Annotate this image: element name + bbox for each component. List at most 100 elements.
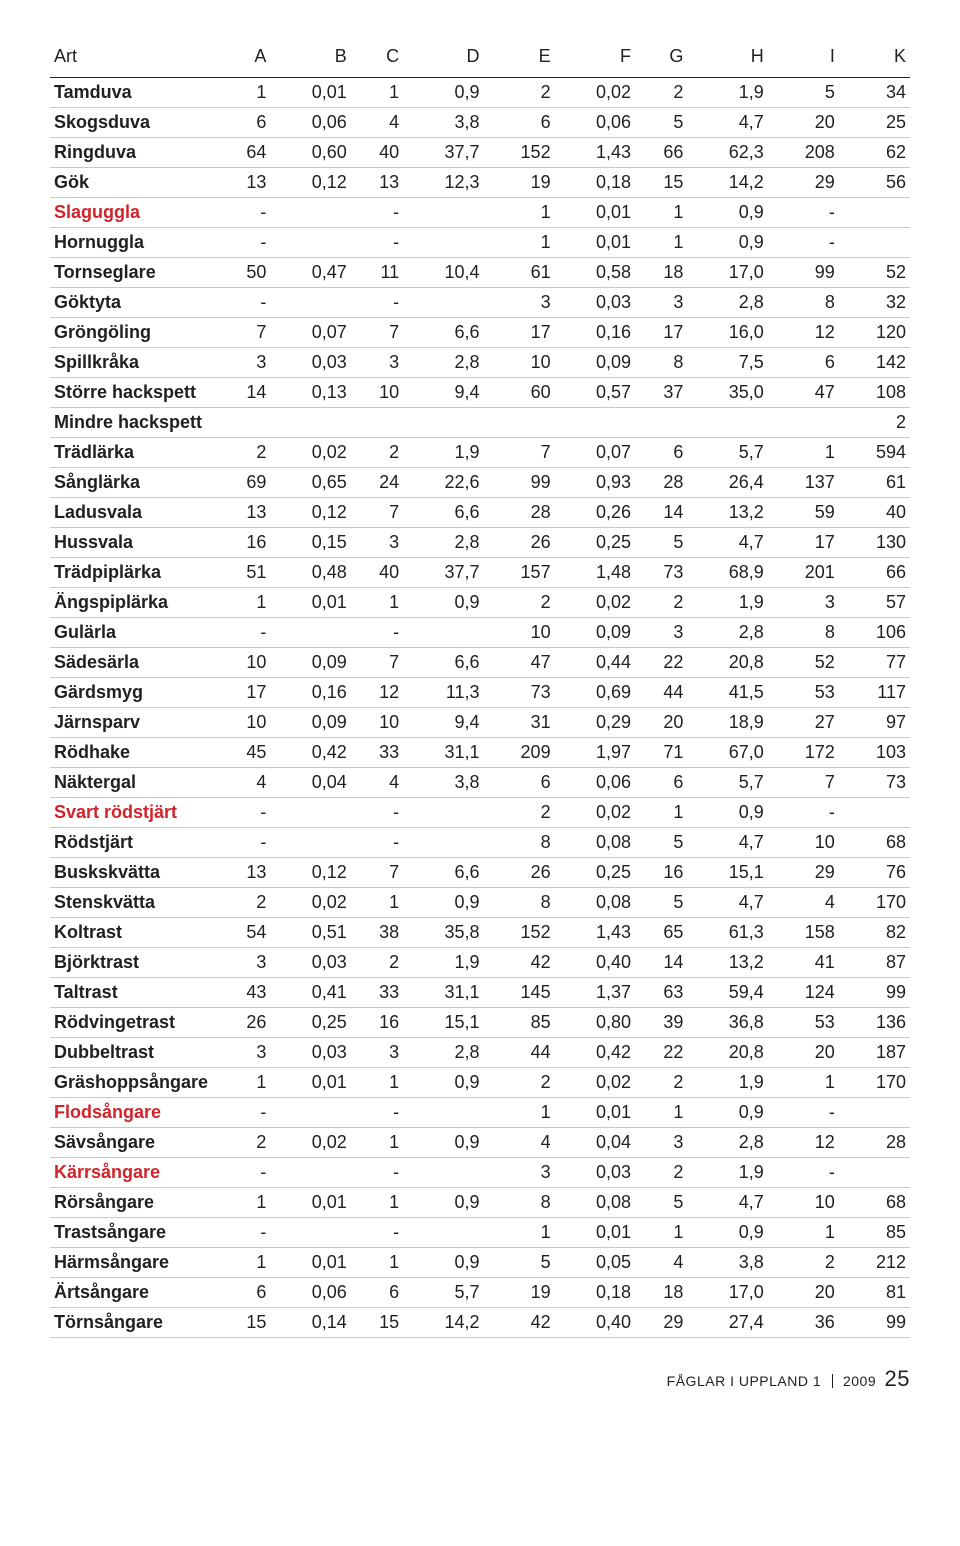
species-name: Dubbeltrast [50,1038,218,1068]
cell-value: 36 [768,1308,839,1338]
cell-value: 60 [484,378,555,408]
cell-value: 0,16 [270,678,350,708]
cell-value: 20 [768,108,839,138]
cell-value [270,288,350,318]
cell-value: 2 [351,948,403,978]
cell-value: 0,04 [555,1128,635,1158]
species-name: Spillkråka [50,348,218,378]
cell-value: 56 [839,168,910,198]
species-name: Järnsparv [50,708,218,738]
cell-value [403,1098,483,1128]
cell-value: 14 [218,378,270,408]
table-row: Buskskvätta130,1276,6260,251615,12976 [50,858,910,888]
cell-value: 22,6 [403,468,483,498]
cell-value: 0,08 [555,888,635,918]
cell-value: 38 [351,918,403,948]
cell-value: 1 [218,1188,270,1218]
cell-value: 6 [218,1278,270,1308]
species-name: Gulärla [50,618,218,648]
table-row: Mindre hackspett2 [50,408,910,438]
footer-year: 2009 [843,1373,876,1389]
cell-value: 7 [351,858,403,888]
table-row: Koltrast540,513835,81521,436561,315882 [50,918,910,948]
cell-value: 20 [635,708,687,738]
cell-value: 40 [351,138,403,168]
footer-page: 25 [885,1366,910,1391]
col-header-art: Art [50,40,218,78]
cell-value: 0,06 [270,108,350,138]
cell-value: 41 [768,948,839,978]
cell-value: 0,9 [687,1218,767,1248]
cell-value: 0,14 [270,1308,350,1338]
cell-value: 1 [351,1188,403,1218]
cell-value: 170 [839,1068,910,1098]
table-row: Näktergal40,0443,860,0665,7773 [50,768,910,798]
cell-value: 2,8 [687,618,767,648]
cell-value: 6 [484,768,555,798]
cell-value: 152 [484,918,555,948]
cell-value: 14,2 [687,168,767,198]
cell-value: 10,4 [403,258,483,288]
cell-value: 4 [635,1248,687,1278]
cell-value: 0,01 [555,228,635,258]
cell-value: 3 [635,288,687,318]
cell-value: 0,05 [555,1248,635,1278]
species-name: Göktyta [50,288,218,318]
cell-value: 69 [218,468,270,498]
cell-value: - [351,1098,403,1128]
species-name: Rödhake [50,738,218,768]
cell-value: 17,0 [687,1278,767,1308]
cell-value: 57 [839,588,910,618]
cell-value: 1 [351,78,403,108]
table-row: Större hackspett140,13109,4600,573735,04… [50,378,910,408]
cell-value [270,1098,350,1128]
cell-value: 0,9 [403,1128,483,1158]
cell-value: 0,9 [687,198,767,228]
cell-value [270,798,350,828]
cell-value: 0,9 [687,228,767,258]
cell-value: - [351,618,403,648]
col-header-a: A [218,40,270,78]
species-name: Tornseglare [50,258,218,288]
cell-value: 47 [768,378,839,408]
footer-issue: 1 [813,1373,821,1389]
cell-value: 10 [484,618,555,648]
cell-value: 4 [351,768,403,798]
cell-value: 12 [351,678,403,708]
cell-value: 158 [768,918,839,948]
cell-value: 31,1 [403,738,483,768]
cell-value [839,1158,910,1188]
table-row: Gröngöling70,0776,6170,161716,012120 [50,318,910,348]
cell-value: 5 [635,828,687,858]
cell-value: 10 [218,648,270,678]
cell-value [270,1158,350,1188]
cell-value: - [768,228,839,258]
cell-value: - [218,1218,270,1248]
cell-value: 5 [484,1248,555,1278]
cell-value: 59 [768,498,839,528]
cell-value: - [218,1158,270,1188]
species-name: Ängspiplärka [50,588,218,618]
cell-value: 68 [839,828,910,858]
species-name: Ärtsångare [50,1278,218,1308]
col-header-b: B [270,40,350,78]
cell-value: 1 [218,588,270,618]
table-row: Trädpiplärka510,484037,71571,487368,9201… [50,558,910,588]
cell-value: 4 [768,888,839,918]
table-row: Gök130,121312,3190,181514,22956 [50,168,910,198]
cell-value: 7 [218,318,270,348]
cell-value: 7,5 [687,348,767,378]
cell-value: 17,0 [687,258,767,288]
species-name: Björktrast [50,948,218,978]
cell-value: 0,40 [555,1308,635,1338]
cell-value: 0,60 [270,138,350,168]
cell-value: 1 [635,198,687,228]
cell-value [403,288,483,318]
cell-value: 6,6 [403,498,483,528]
cell-value: 0,09 [555,348,635,378]
cell-value: 0,29 [555,708,635,738]
table-row: Rörsångare10,0110,980,0854,71068 [50,1188,910,1218]
cell-value: 3,8 [403,108,483,138]
cell-value: 73 [484,678,555,708]
species-name: Hussvala [50,528,218,558]
